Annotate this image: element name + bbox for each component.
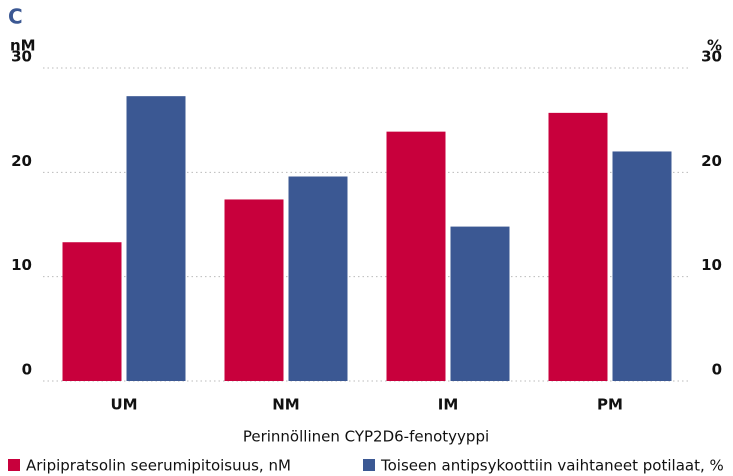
legend-label: Aripipratsolin seerumipitoisuus, nM: [26, 457, 291, 475]
bar: [224, 199, 284, 381]
y-tick-label: 20: [11, 152, 32, 170]
x-tick-label: NM: [272, 396, 299, 414]
bar: [450, 226, 510, 381]
bar: [288, 176, 348, 381]
y2-tick-label: 30: [701, 48, 722, 66]
x-tick-label: IM: [438, 396, 459, 414]
legend-swatch: [8, 459, 20, 471]
y-tick-label: 10: [11, 256, 32, 274]
x-axis-label: Perinnöllinen CYP2D6-fenotyyppi: [243, 428, 489, 446]
bar: [386, 131, 446, 381]
y-tick-label: 0: [22, 361, 32, 379]
bar: [62, 242, 122, 381]
y-tick-label: 30: [11, 48, 32, 66]
bar: [612, 151, 672, 381]
y2-tick-label: 0: [712, 361, 722, 379]
y2-tick-label: 10: [701, 256, 722, 274]
legend-swatch: [363, 459, 375, 471]
x-tick-label: UM: [110, 396, 137, 414]
x-tick-label: PM: [597, 396, 623, 414]
panel-label: C: [8, 5, 23, 29]
y2-axis-label: %: [707, 37, 722, 55]
y2-tick-label: 20: [701, 152, 722, 170]
y-axis-label: nM: [10, 37, 36, 55]
bar: [126, 96, 186, 382]
legend-label: Toiseen antipsykoottiin vaihtaneet potil…: [380, 457, 724, 475]
bar: [548, 112, 608, 381]
